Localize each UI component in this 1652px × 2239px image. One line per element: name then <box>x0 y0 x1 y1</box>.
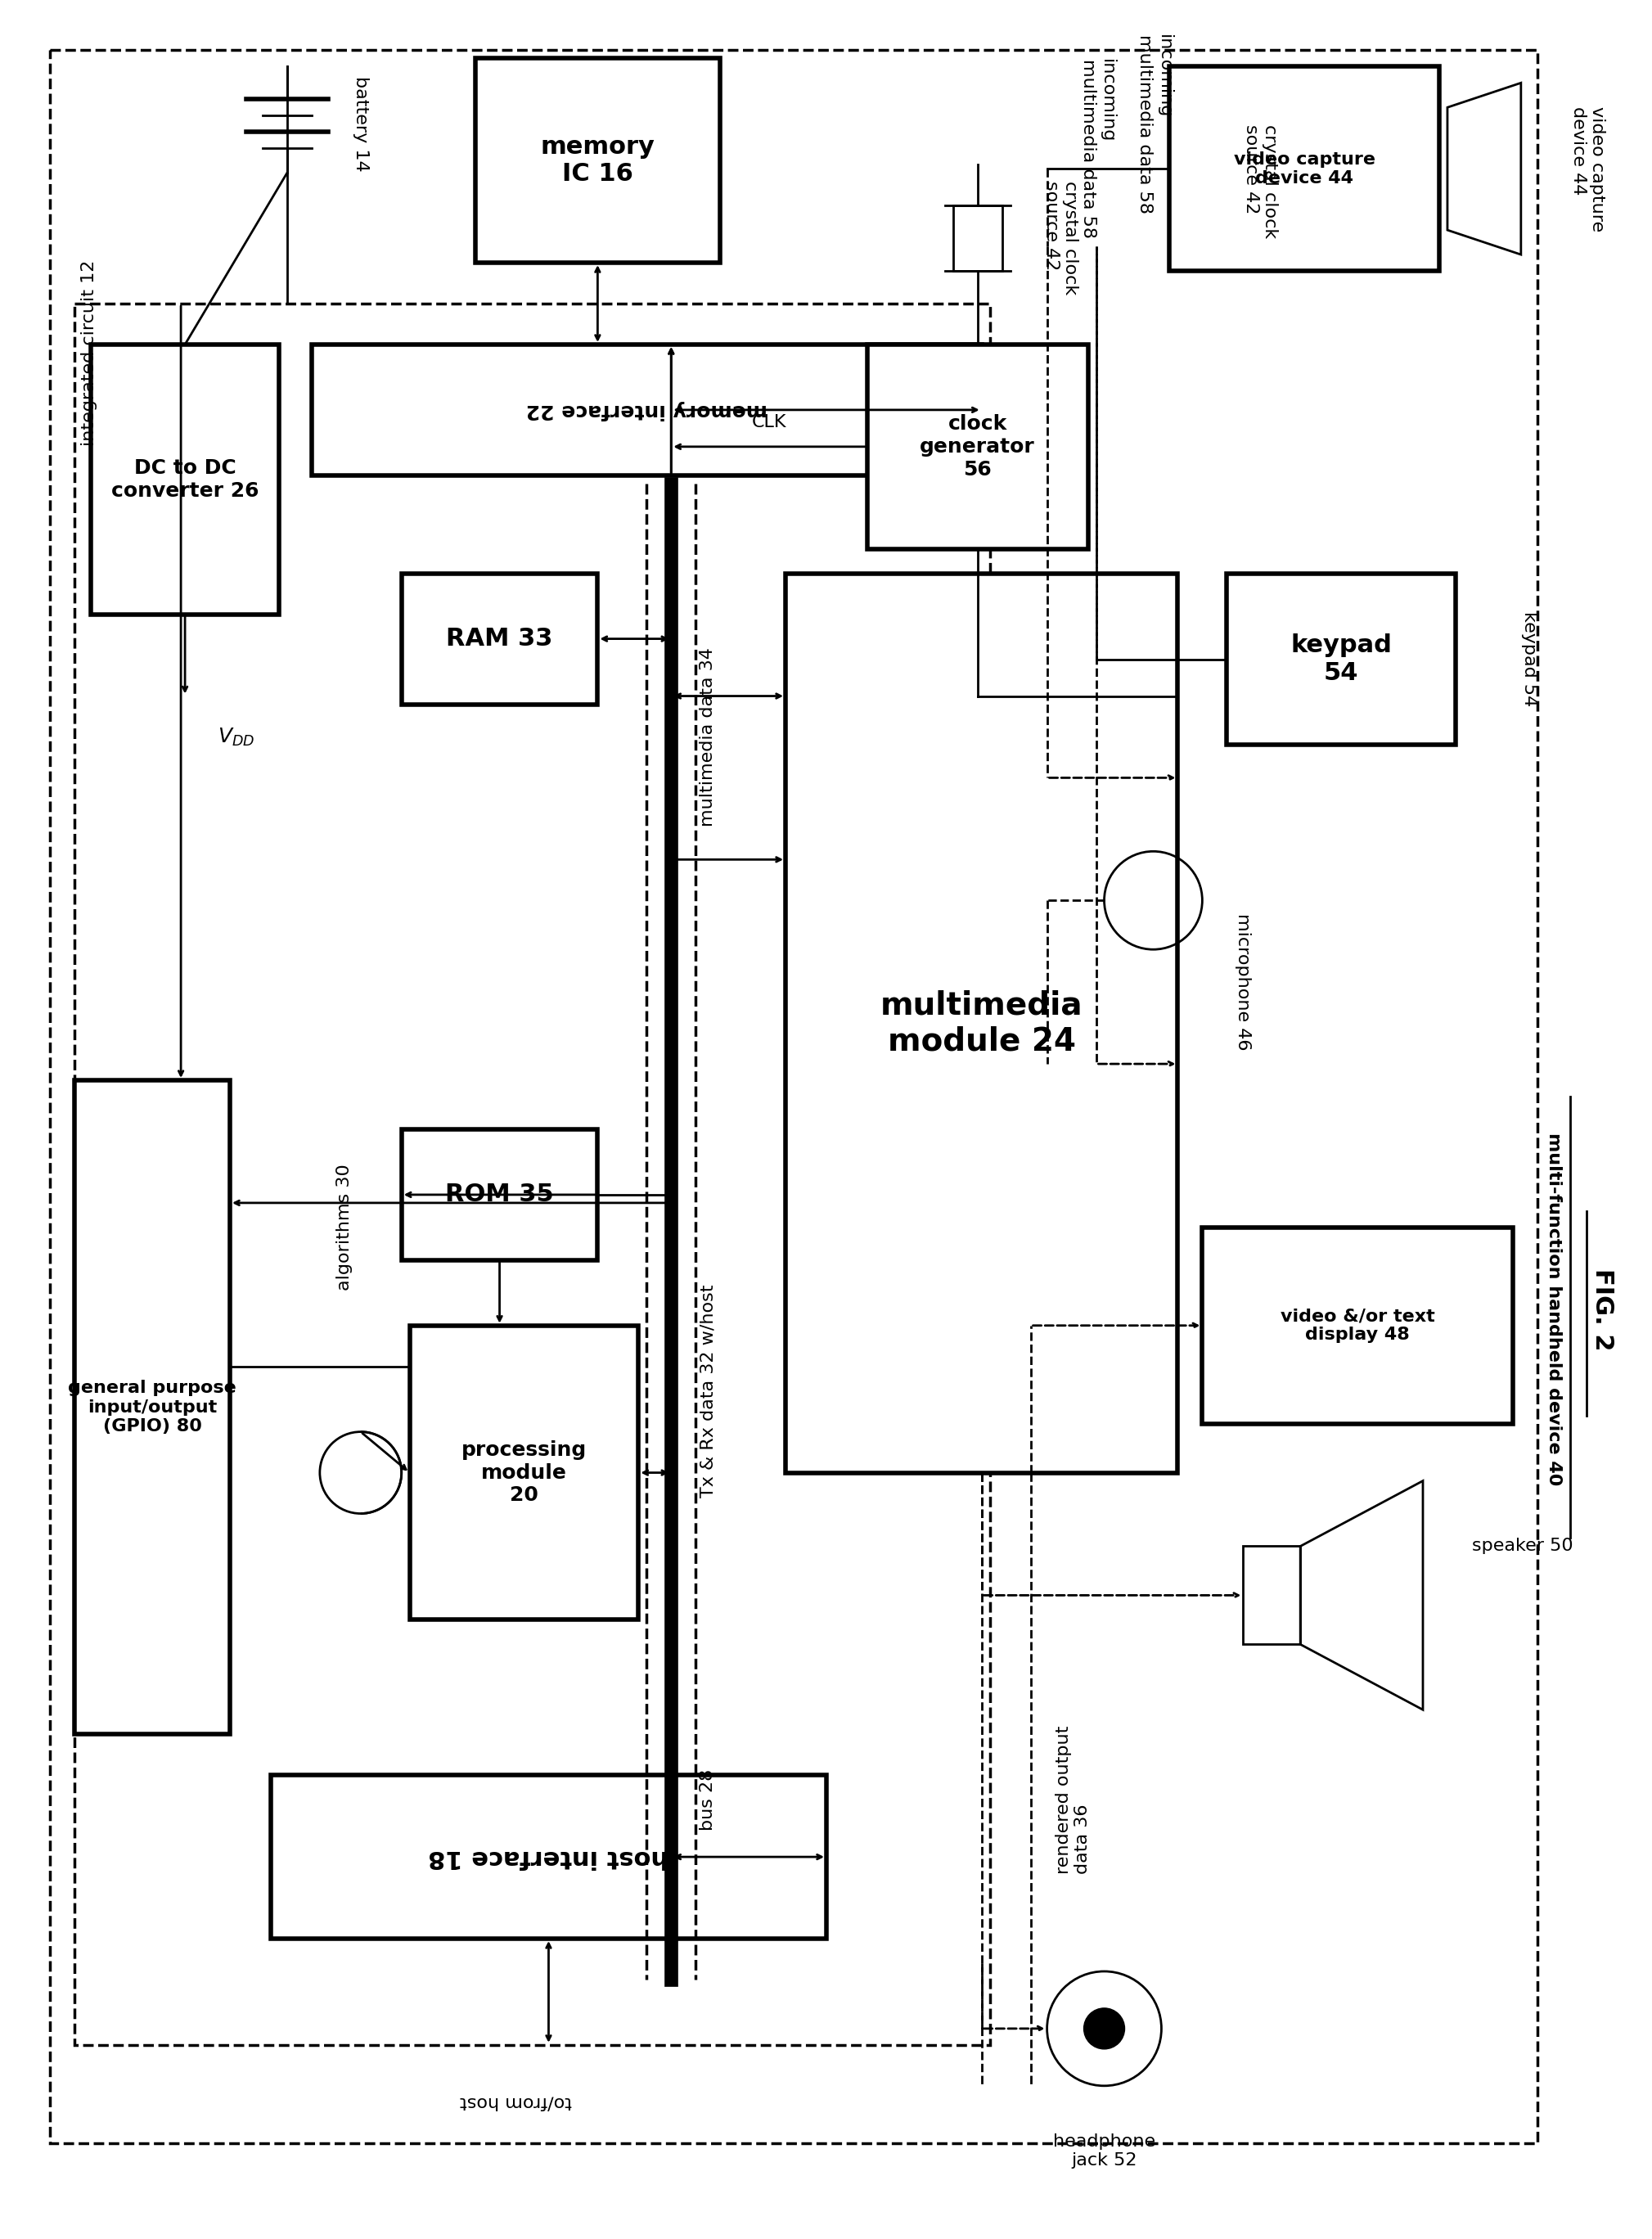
Text: crystal clock
source 42: crystal clock source 42 <box>1042 181 1079 296</box>
Text: video &/or text
display 48: video &/or text display 48 <box>1280 1308 1434 1343</box>
Text: integrated circuit 12: integrated circuit 12 <box>81 260 97 446</box>
Text: to/from host: to/from host <box>459 2093 572 2111</box>
Bar <box>1203 1227 1513 1424</box>
Text: multimedia
module 24: multimedia module 24 <box>881 990 1084 1057</box>
Bar <box>786 573 1178 1473</box>
Text: DC to DC
converter 26: DC to DC converter 26 <box>111 459 259 502</box>
Text: keypad 54: keypad 54 <box>1521 611 1538 708</box>
Bar <box>401 573 598 705</box>
Text: keypad
54: keypad 54 <box>1290 634 1393 685</box>
Bar <box>1170 67 1439 271</box>
Text: rendered output
data 36: rendered output data 36 <box>1056 1726 1090 1874</box>
Text: multimedia data 34: multimedia data 34 <box>700 647 715 826</box>
Bar <box>953 206 1003 271</box>
Text: clock
generator
56: clock generator 56 <box>920 414 1036 479</box>
Bar <box>476 58 720 262</box>
Bar <box>1244 1547 1300 1643</box>
Bar <box>867 345 1089 549</box>
Bar <box>271 1776 826 1939</box>
Text: multi-function handheld device 40: multi-function handheld device 40 <box>1546 1133 1561 1487</box>
Text: ROM 35: ROM 35 <box>446 1182 553 1207</box>
Text: Tx & Rx data 32 w/host: Tx & Rx data 32 w/host <box>700 1285 715 1498</box>
Text: battery 14: battery 14 <box>352 76 368 172</box>
Text: general purpose
input/output
(GPIO) 80: general purpose input/output (GPIO) 80 <box>68 1379 236 1435</box>
Text: headphone
jack 52: headphone jack 52 <box>1052 2134 1155 2170</box>
Text: CLK: CLK <box>752 414 786 430</box>
Text: incoming
multimedia data 58: incoming multimedia data 58 <box>1080 58 1115 237</box>
Text: memory interface 22: memory interface 22 <box>525 401 768 419</box>
Text: FIG. 2: FIG. 2 <box>1591 1267 1614 1350</box>
Text: video capture
device 44: video capture device 44 <box>1569 105 1606 231</box>
Text: algorithms 30: algorithms 30 <box>335 1164 352 1290</box>
Bar <box>401 1128 598 1261</box>
Bar <box>410 1325 638 1619</box>
Bar <box>74 1079 230 1735</box>
Text: video capture
device 44: video capture device 44 <box>1234 150 1374 186</box>
Text: bus 28: bus 28 <box>700 1769 715 1832</box>
Bar <box>74 305 990 2044</box>
Text: speaker 50: speaker 50 <box>1472 1538 1573 1554</box>
Text: memory
IC 16: memory IC 16 <box>540 134 654 186</box>
Text: incoming
multimedia data 58: incoming multimedia data 58 <box>1137 34 1173 213</box>
Text: RAM 33: RAM 33 <box>446 627 553 652</box>
Bar <box>312 345 981 475</box>
Text: host interface 18: host interface 18 <box>428 1845 669 1870</box>
Text: $V_{DD}$: $V_{DD}$ <box>218 725 254 748</box>
Text: crystal clock
source 42: crystal clock source 42 <box>1244 123 1279 237</box>
Text: microphone 46: microphone 46 <box>1236 914 1251 1050</box>
Bar <box>91 345 279 613</box>
Text: processing
module
20: processing module 20 <box>461 1440 586 1505</box>
Bar <box>1227 573 1455 746</box>
Circle shape <box>1084 2008 1125 2049</box>
